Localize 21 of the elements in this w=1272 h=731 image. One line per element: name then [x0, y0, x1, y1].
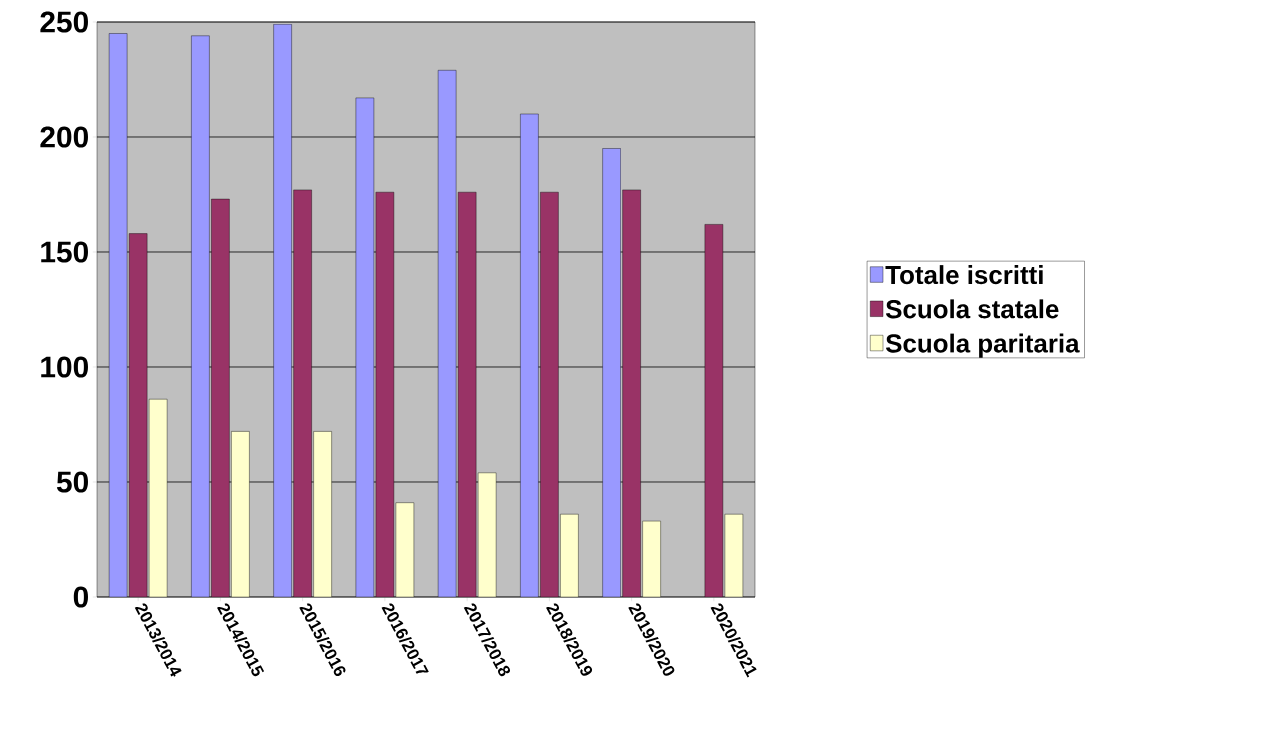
bar: [293, 189, 312, 597]
bar: [642, 520, 661, 597]
legend-label: Scuola statale: [885, 299, 1059, 319]
bar: [520, 113, 539, 597]
y-tick-label: 0: [73, 586, 88, 608]
bar: [231, 431, 250, 597]
y-tick-label: 150: [41, 241, 88, 263]
bar: [191, 35, 210, 597]
y-tick-label: 200: [40, 126, 88, 148]
legend-label: Scuola paritaria: [885, 333, 1080, 358]
bar: [560, 514, 579, 597]
bar: [273, 24, 292, 597]
y-tick-label: 100: [41, 356, 88, 378]
y-tick-label: 50: [56, 471, 88, 493]
bar: [622, 189, 641, 597]
bar: [313, 431, 332, 597]
bar: [211, 199, 230, 597]
y-tick-label: 250: [40, 11, 88, 33]
bar: [540, 192, 559, 597]
legend-label: Totale iscritti: [885, 265, 1043, 285]
bar: [602, 148, 621, 597]
